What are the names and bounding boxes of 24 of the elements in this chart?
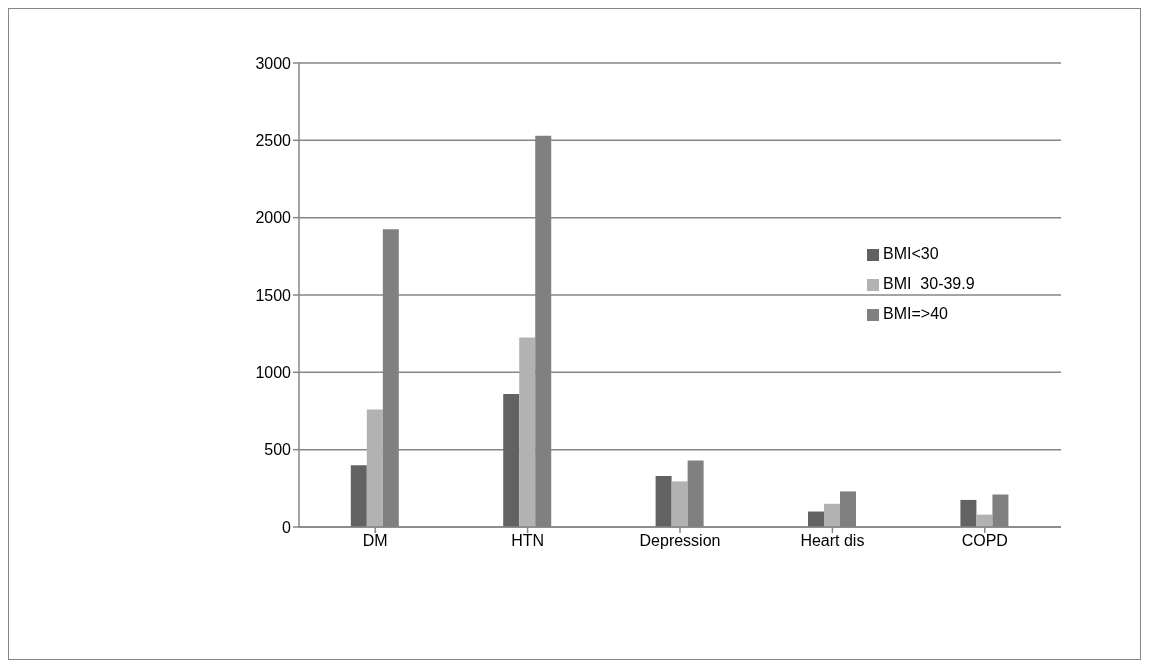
legend-label: BMI=>40 (883, 305, 948, 322)
x-tick-label: Heart dis (800, 532, 865, 550)
bar (503, 393, 520, 527)
bar (350, 465, 367, 527)
bar (808, 511, 825, 527)
y-tick-label: 1500 (255, 286, 292, 304)
y-tick-label: 2000 (255, 209, 292, 227)
bar (366, 409, 383, 527)
x-tick-label: HTN (511, 532, 545, 550)
bar (671, 481, 688, 527)
legend-label: BMI 30-39.9 (883, 275, 975, 292)
bar (960, 499, 977, 527)
bar (519, 337, 536, 527)
bar (655, 475, 672, 527)
y-tick-label: 2500 (255, 132, 292, 150)
legend-label: BMI<30 (883, 245, 939, 262)
x-tick-label: COPD (961, 532, 1008, 550)
bar (824, 503, 841, 527)
x-tick-label: Depression (639, 532, 721, 550)
y-tick-label: 3000 (255, 54, 292, 72)
y-tick-label: 0 (282, 518, 292, 536)
y-tick-label: 500 (264, 441, 292, 459)
x-tick-label: DM (362, 532, 388, 550)
y-tick-label: 1000 (255, 364, 292, 382)
